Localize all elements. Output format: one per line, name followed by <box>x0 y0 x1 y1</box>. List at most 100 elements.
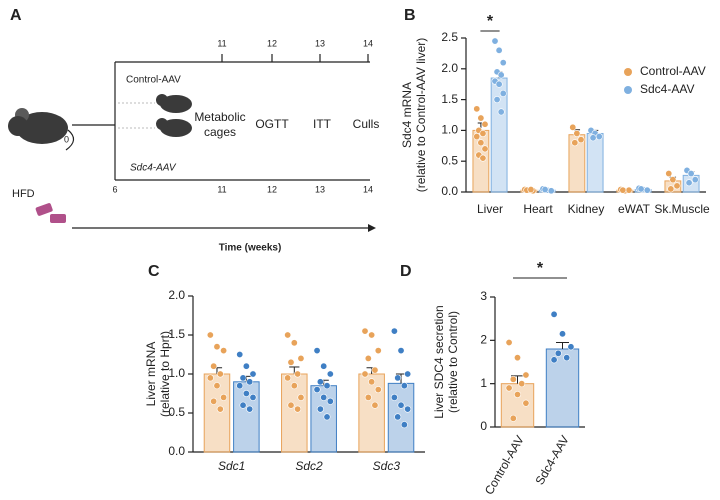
data-point <box>547 187 555 195</box>
x-tick-label: Kidney <box>568 202 605 216</box>
mouse <box>160 95 192 113</box>
data-point <box>326 397 334 405</box>
data-point <box>497 108 505 116</box>
data-point <box>216 370 224 378</box>
chart: B Sdc4 mRNA (relative to Control-AAV liver… <box>400 7 710 216</box>
data-point <box>239 401 247 409</box>
data-point <box>210 397 218 405</box>
y-tick-label: 1.5 <box>441 92 458 106</box>
data-point <box>368 331 376 339</box>
data-point <box>206 374 214 382</box>
y-tick-label: 3 <box>480 289 487 303</box>
data-point <box>236 350 244 358</box>
data-point <box>573 129 581 137</box>
data-point <box>361 327 369 335</box>
x-tick-label: Sdc3 <box>373 459 401 473</box>
data-point <box>499 89 507 97</box>
mouse-head <box>156 94 168 106</box>
data-point <box>495 46 503 54</box>
tick-label: 12 <box>267 38 277 48</box>
data-point <box>473 105 481 113</box>
bottom-ticks: 6 11 12 13 14 <box>112 184 373 194</box>
tick-label: 12 <box>267 184 277 194</box>
data-point <box>206 331 214 339</box>
tick-label: 11 <box>217 184 226 194</box>
y-axis-label: Sdc4 mRNA <box>400 82 414 148</box>
significance: * <box>537 260 544 277</box>
data-point <box>394 413 402 421</box>
food <box>50 214 66 223</box>
tick-label: 11 <box>217 38 226 48</box>
arrow-head <box>368 224 376 232</box>
bar <box>500 383 535 428</box>
data-point <box>669 176 677 184</box>
data-point <box>374 386 382 394</box>
panel-label: B <box>404 7 416 24</box>
tick-label: 14 <box>363 38 373 48</box>
y-tick-label: 1 <box>480 376 487 390</box>
y-tick-label: 2.0 <box>168 288 185 302</box>
data-point <box>284 331 292 339</box>
data-point <box>397 347 405 355</box>
data-point <box>563 354 571 362</box>
data-point <box>558 330 566 338</box>
data-point <box>316 405 324 413</box>
data-point <box>368 378 376 386</box>
data-point <box>673 182 681 190</box>
data-point <box>287 401 295 409</box>
data-point <box>246 378 254 386</box>
data-point <box>397 401 405 409</box>
data-point <box>495 80 503 88</box>
data-point <box>220 393 228 401</box>
y-axis-label: (relative to Control) <box>446 311 460 413</box>
data-point <box>404 405 412 413</box>
data-point <box>294 370 302 378</box>
data-point <box>577 136 585 144</box>
mouse-head <box>8 116 28 136</box>
data-point <box>297 393 305 401</box>
data-point <box>371 366 379 374</box>
data-point <box>541 186 549 194</box>
x-tick-label: Sk.Muscle <box>654 202 710 216</box>
x-tick-label: Heart <box>523 202 553 216</box>
y-axis-label: Liver SDC4 secretion <box>432 305 446 418</box>
data-point <box>394 374 402 382</box>
mouse-tail <box>65 129 75 151</box>
data-point <box>290 339 298 347</box>
data-point <box>481 120 489 128</box>
data-point <box>236 382 244 390</box>
data-point <box>361 370 369 378</box>
mouse <box>16 112 68 144</box>
data-point <box>390 393 398 401</box>
data-point <box>491 37 499 45</box>
data-point <box>571 139 579 147</box>
significance: * <box>487 13 494 30</box>
data-point <box>473 133 481 141</box>
y-tick-label: 0.5 <box>441 153 458 167</box>
data-point <box>479 129 487 137</box>
group-label: Sdc4-AAV <box>130 163 177 174</box>
data-point <box>499 59 507 67</box>
data-point <box>619 186 627 194</box>
data-point <box>239 374 247 382</box>
y-tick-label: 0 <box>480 419 487 433</box>
panel-a: A 0 11 12 13 14 Control-AAV Sdc4-AAV Met… <box>8 7 379 254</box>
data-point <box>477 139 485 147</box>
data-point <box>216 405 224 413</box>
data-point <box>320 393 328 401</box>
step: Metabolic <box>194 110 245 124</box>
data-point <box>497 71 505 79</box>
data-point <box>242 389 250 397</box>
data-point <box>667 185 675 193</box>
data-point <box>323 382 331 390</box>
data-point <box>213 343 221 351</box>
data-point <box>246 405 254 413</box>
data-point <box>509 375 517 383</box>
tick-label: 13 <box>315 38 325 48</box>
data-point <box>493 96 501 104</box>
data-point <box>323 413 331 421</box>
data-point <box>249 393 257 401</box>
data-point <box>320 362 328 370</box>
x-tick-label: Control-AAV <box>482 433 527 495</box>
step: OGTT <box>255 117 289 131</box>
